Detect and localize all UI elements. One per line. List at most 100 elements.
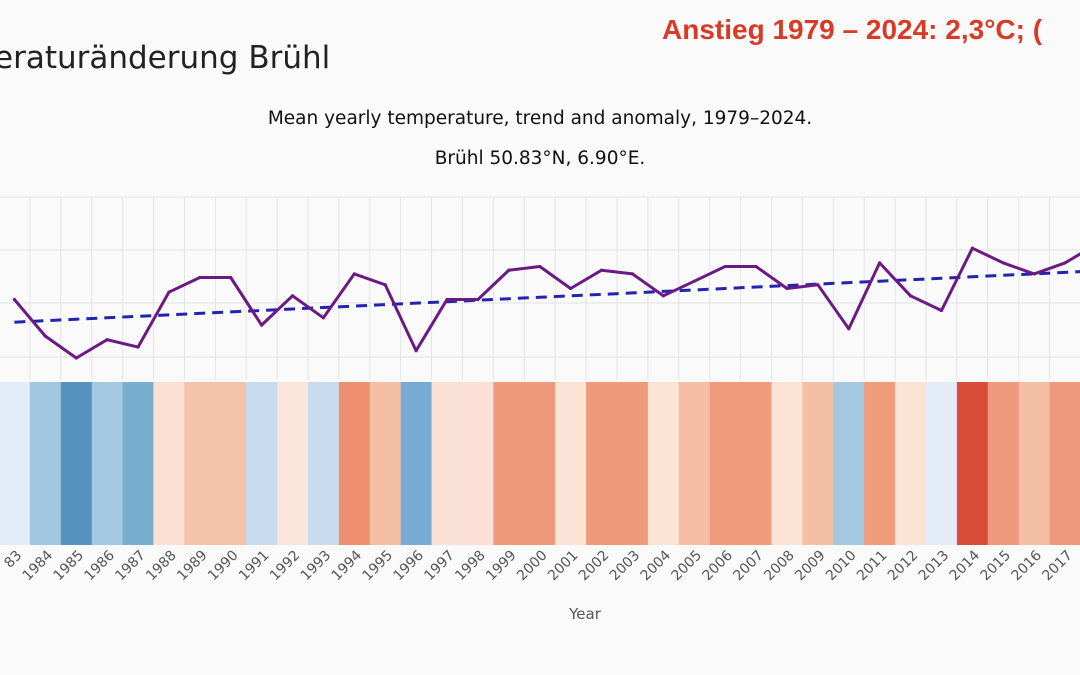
- temperature-point: [1063, 261, 1067, 265]
- temperature-point: [260, 323, 264, 327]
- x-tick-label: 2004: [638, 547, 675, 584]
- grid-layer: [0, 196, 1080, 380]
- anomaly-stripe: [338, 382, 371, 545]
- anomaly-stripe: [524, 382, 556, 545]
- x-axis-label: Year: [569, 605, 601, 623]
- temperature-point: [754, 264, 758, 269]
- anomaly-stripe: [1018, 382, 1051, 545]
- x-tick-label: 2010: [823, 548, 860, 585]
- x-tick-label: 1991: [236, 548, 273, 585]
- x-tick-label: 2005: [669, 548, 706, 585]
- anomaly-stripe: [431, 382, 464, 545]
- temperature-point: [847, 327, 851, 331]
- anomaly-stripe: [678, 382, 711, 545]
- anomaly-stripe: [617, 382, 649, 545]
- x-tick-label: 1987: [112, 548, 149, 585]
- anomaly-stripe: [246, 382, 278, 545]
- temperature-point: [321, 316, 326, 320]
- anomaly-stripe: [740, 382, 773, 545]
- trend-line: [14, 270, 1080, 324]
- x-tick-label: 83: [1, 548, 25, 572]
- x-tick-label: 2013: [916, 548, 953, 585]
- temperature-point: [136, 345, 140, 349]
- x-tick-label: 1985: [51, 548, 88, 585]
- x-tick-label: 2011: [854, 548, 891, 585]
- temperature-point: [74, 356, 78, 360]
- temperature-point: [816, 283, 820, 287]
- temperature-point: [167, 290, 171, 294]
- anomaly-stripe: [277, 382, 309, 545]
- x-tick-label: 1989: [174, 548, 211, 585]
- warming-stripes: [0, 382, 1080, 545]
- x-tick-label: 2003: [607, 548, 644, 585]
- temperature-point: [692, 279, 696, 283]
- anomaly-stripe: [956, 382, 989, 545]
- page-title: eraturänderung Brühl: [0, 40, 331, 76]
- temperature-point: [476, 297, 480, 302]
- x-tick-label: 1996: [390, 547, 427, 584]
- x-tick-label: 2007: [730, 548, 767, 585]
- chart-title: Mean yearly temperature, trend and anoma…: [267, 108, 813, 129]
- x-tick-label: 1984: [20, 547, 57, 584]
- temperature-point: [569, 286, 573, 291]
- temperature-point: [445, 297, 449, 302]
- temperature-point: [908, 294, 913, 298]
- temperature-point: [229, 275, 233, 280]
- anomaly-stripe: [184, 382, 216, 545]
- anomaly-stripe: [0, 382, 31, 545]
- temperature-point: [878, 261, 882, 265]
- temperature-point: [939, 308, 944, 313]
- temperature-point: [723, 264, 727, 269]
- x-tick-label: 1988: [143, 548, 180, 585]
- anomaly-stripe: [308, 382, 340, 545]
- temperature-point: [507, 268, 511, 272]
- temperature-point: [1001, 261, 1005, 265]
- x-tick-label: 2000: [514, 548, 551, 585]
- temperature-point: [12, 297, 17, 302]
- x-tick-label: 1994: [329, 547, 366, 584]
- x-tick-label: 1999: [483, 548, 520, 585]
- temperature-line: [13, 246, 1080, 360]
- temperature-point: [414, 349, 418, 353]
- anomaly-stripe: [771, 382, 803, 545]
- x-tick-label: 2016: [1008, 547, 1045, 584]
- x-tick-label: 1986: [81, 547, 118, 584]
- temperature-point: [290, 294, 295, 298]
- anomaly-stripe: [215, 382, 247, 545]
- anomaly-stripe: [987, 382, 1020, 545]
- x-tick-label: 1995: [360, 548, 397, 585]
- anomaly-stripe: [895, 382, 927, 545]
- anomaly-stripe: [586, 382, 618, 545]
- anomaly-stripe: [462, 382, 494, 545]
- anomaly-stripe: [493, 382, 525, 545]
- anomaly-stripe: [153, 382, 185, 545]
- x-tick-label: 2009: [792, 548, 829, 585]
- temperature-point: [785, 286, 789, 291]
- x-tick-label: 1993: [298, 548, 335, 585]
- anomaly-stripe: [833, 382, 865, 545]
- anomaly-stripe: [400, 382, 433, 545]
- temperature-point: [1032, 272, 1036, 276]
- anomaly-stripe: [555, 382, 587, 545]
- anomaly-stripe: [60, 382, 93, 545]
- anomaly-stripe: [802, 382, 834, 545]
- x-tick-label: 2014: [947, 547, 984, 584]
- x-tick-label: 1997: [421, 548, 458, 585]
- anomaly-stripe: [1049, 382, 1080, 545]
- anomaly-stripe: [91, 382, 124, 545]
- anomaly-stripe: [122, 382, 155, 545]
- x-tick-label: 2006: [699, 547, 736, 584]
- anomaly-stripe: [709, 382, 742, 545]
- anomaly-stripe: [926, 382, 958, 545]
- x-tick-labels: 8319841985198619871988198919901991199219…: [1, 547, 1076, 585]
- anomaly-stripe: [647, 382, 680, 545]
- temperature-point: [383, 283, 387, 287]
- x-tick-label: 2001: [545, 548, 582, 585]
- temperature-line-layer: [12, 246, 1080, 360]
- temperature-point: [198, 275, 202, 280]
- x-tick-label: 2015: [978, 548, 1015, 585]
- x-tick-label: 1990: [205, 548, 242, 585]
- warming-headline: Anstieg 1979 – 2024: 2,3°C; (: [662, 14, 1043, 45]
- anomaly-stripe: [864, 382, 896, 545]
- x-tick-label: 2012: [885, 548, 922, 585]
